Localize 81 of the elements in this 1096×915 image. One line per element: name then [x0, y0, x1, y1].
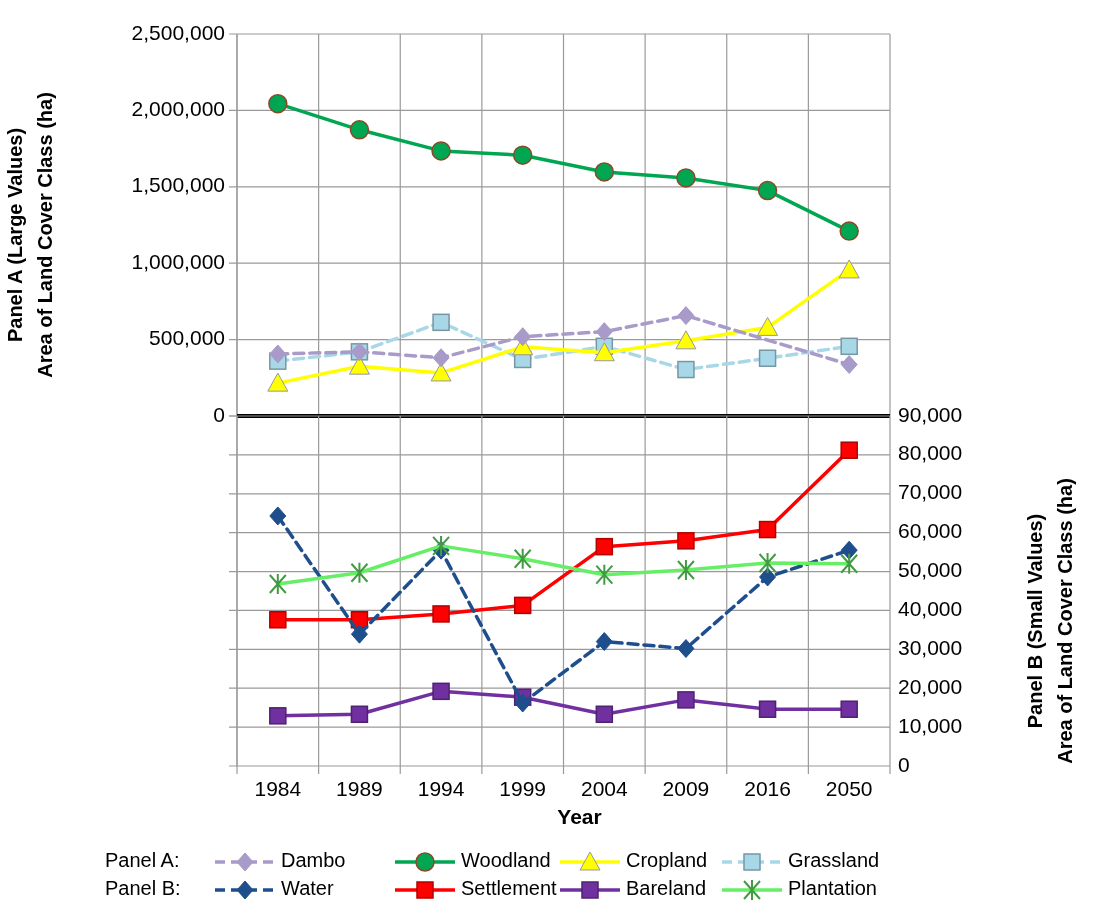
y2-axis-title: Panel B (Small Values) Area of Land Cover Class (ha): [1024, 478, 1076, 764]
x-tick-label: 2009: [662, 777, 710, 800]
point: [758, 349, 777, 367]
point: [677, 360, 695, 379]
point: [677, 639, 695, 659]
x-tick-label: 1989: [336, 777, 383, 800]
legend-label: Woodland: [461, 849, 551, 872]
point: [595, 537, 614, 556]
point: [840, 441, 858, 459]
y2-tick-label: 20,000: [898, 674, 963, 698]
point: [593, 342, 615, 362]
legend-label: Bareland: [626, 877, 707, 900]
point: [514, 693, 532, 713]
legend-label: Dambo: [281, 849, 346, 872]
y-tick-label: 0: [213, 402, 225, 426]
x-axis-title: Year: [557, 805, 602, 828]
point: [676, 168, 696, 188]
y-tick-label: 1,000,000: [131, 249, 225, 273]
y-tick-label: 1,500,000: [131, 173, 225, 197]
point: [432, 348, 450, 368]
x-tick-label: 2016: [744, 777, 791, 800]
y-tick-label: 500,000: [149, 326, 225, 350]
point: [677, 691, 695, 709]
point: [512, 145, 533, 165]
point: [431, 141, 451, 161]
point: [269, 707, 287, 725]
x-tick-label: 1999: [499, 777, 547, 800]
legend-label: Cropland: [626, 849, 708, 872]
point: [269, 506, 287, 526]
y-tick-label: 2,500,000: [131, 20, 225, 44]
y2-tick-label: 40,000: [898, 596, 963, 620]
y2-tick-label: 60,000: [898, 519, 963, 543]
point: [840, 355, 858, 375]
point: [595, 632, 613, 652]
point: [675, 330, 697, 350]
legend-label: Grassland: [788, 849, 880, 872]
point: [595, 705, 614, 724]
y-tick-label: 2,000,000: [131, 96, 225, 120]
legend-title: Panel A:: [105, 849, 180, 872]
point: [514, 327, 532, 347]
point: [432, 682, 450, 701]
point: [350, 624, 368, 644]
legend-title: Panel B:: [105, 877, 181, 900]
point: [267, 372, 289, 392]
point: [839, 221, 859, 241]
x-tick-label: 1984: [254, 777, 302, 800]
point: [840, 337, 858, 356]
point: [268, 93, 288, 114]
y2-tick-label: 30,000: [898, 635, 963, 659]
legend-label: Plantation: [788, 877, 877, 900]
point: [759, 567, 777, 587]
legend-label: Settlement: [461, 877, 558, 900]
point: [840, 540, 858, 560]
y2-tick-label: 70,000: [898, 480, 963, 504]
y2-tick-label: 50,000: [898, 558, 963, 582]
point: [757, 316, 779, 336]
point: [758, 700, 777, 718]
point: [677, 306, 695, 326]
point: [432, 313, 450, 332]
point: [594, 162, 615, 182]
x-tick-label: 2004: [580, 777, 628, 800]
point: [677, 532, 695, 550]
y2-tick-label: 80,000: [898, 441, 963, 465]
y2-tick-label: 90,000: [898, 402, 963, 426]
point: [269, 611, 287, 629]
point: [350, 705, 369, 724]
y2-tick-label: 10,000: [898, 713, 963, 737]
point: [757, 180, 778, 201]
x-tick-label: 2050: [825, 777, 873, 800]
y-axis-title: Panel A (Large Values) Area of Land Cover Class (ha): [4, 92, 56, 378]
point: [432, 605, 450, 623]
point: [513, 596, 532, 615]
point: [840, 700, 858, 718]
point: [269, 344, 287, 364]
point: [349, 120, 370, 140]
y2-tick-label: 0: [898, 752, 910, 776]
x-tick-label: 1994: [417, 777, 465, 800]
point: [595, 322, 613, 342]
point: [838, 259, 860, 279]
legend-label: Water: [281, 877, 334, 900]
point: [758, 520, 777, 539]
